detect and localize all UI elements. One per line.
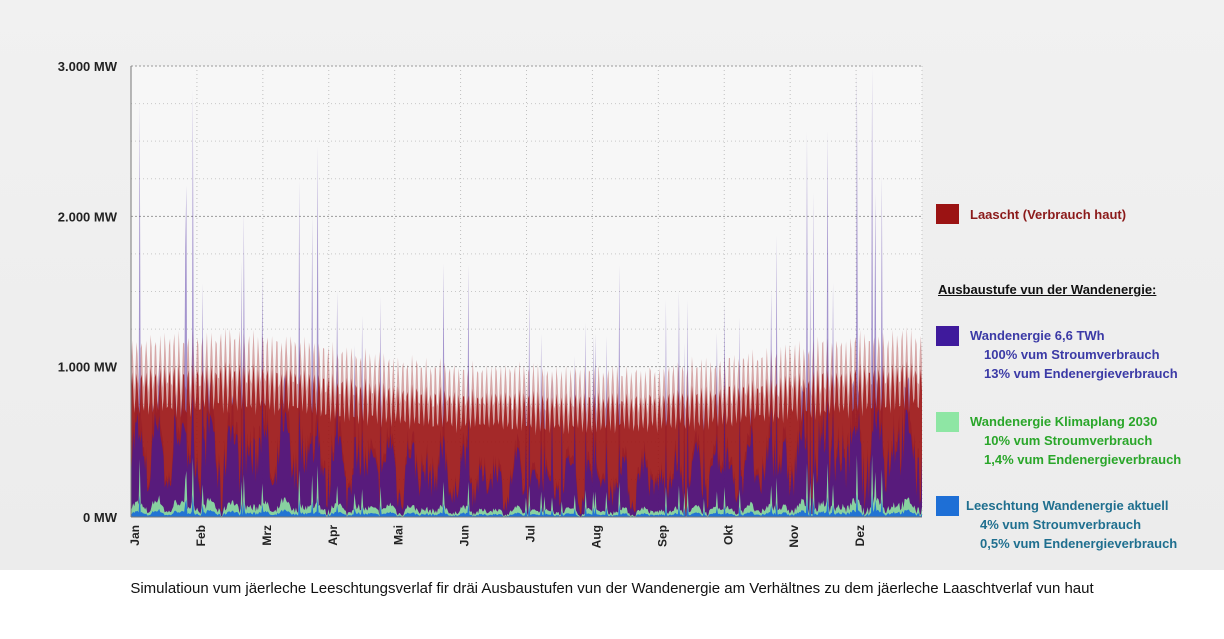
x-tick-label: Jun — [458, 525, 472, 546]
x-tick-label: Feb — [194, 525, 208, 546]
legend-line3-wind-2030: 1,4% vum Endenergieverbrauch — [984, 452, 1182, 467]
y-tick-label: 2.000 MW — [58, 209, 118, 224]
x-tick-label: Okt — [721, 525, 735, 545]
series-wind-now — [131, 493, 922, 517]
legend-swatch-wind-2030 — [936, 412, 959, 432]
legend-heading: Ausbaustufe vun der Wandenergie: — [938, 282, 1157, 297]
legend-label-load: Laascht (Verbrauch haut) — [970, 207, 1127, 222]
x-tick-label: Mrz — [260, 525, 274, 546]
x-tick-label: Nov — [787, 525, 801, 548]
legend-line2-wind-full: 100% vum Stroumverbrauch — [984, 347, 1160, 362]
x-tick-label: Sep — [655, 525, 669, 547]
legend-swatch-wind-now — [936, 496, 959, 516]
y-tick-label: 3.000 MW — [58, 59, 118, 74]
axis-layer: 0 MW 1.000 MW 2.000 MW 3.000 MW Jan Feb Mrz Apr… — [58, 59, 922, 548]
series-layer — [131, 67, 922, 518]
series-wind-2030 — [131, 454, 922, 517]
x-tick-label: Jan — [128, 525, 142, 546]
legend-label-wind-full: Wandenergie 6,6 TWh — [970, 328, 1105, 343]
x-tick-label: Mai — [392, 525, 406, 545]
y-tick-label: 1.000 MW — [58, 360, 118, 375]
legend-label-wind-2030: Wandenergie Klimaplang 2030 — [970, 414, 1158, 429]
x-tick-label: Apr — [326, 525, 340, 546]
legend-label-wind-now: Leeschtung Wandenergie aktuell — [966, 498, 1169, 513]
x-tick-label: Jul — [524, 525, 538, 542]
legend-swatch-load — [936, 204, 959, 224]
chart-figure: 0 MW 1.000 MW 2.000 MW 3.000 MW Jan Feb Mrz Apr… — [0, 0, 1224, 570]
legend-line2-wind-now: 4% vum Stroumverbrauch — [980, 517, 1142, 532]
y-tick-label: 0 MW — [83, 510, 118, 525]
x-tick-label: Dez — [853, 525, 867, 546]
legend-line2-wind-2030: 10% vum Stroumverbrauch — [984, 433, 1153, 448]
legend-line3-wind-full: 13% vum Endenergieverbrauch — [984, 366, 1178, 381]
legend-line3-wind-now: 0,5% vum Endenergieverbrauch — [980, 536, 1178, 551]
legend-swatch-wind-full — [936, 326, 959, 346]
x-tick-label: Aug — [589, 525, 603, 548]
chart-svg: 0 MW 1.000 MW 2.000 MW 3.000 MW Jan Feb Mrz Apr… — [58, 59, 923, 548]
series-wind-full — [131, 394, 922, 517]
figure-caption: Simulatioun vum jäerleche Leeschtungsver… — [130, 580, 1094, 597]
